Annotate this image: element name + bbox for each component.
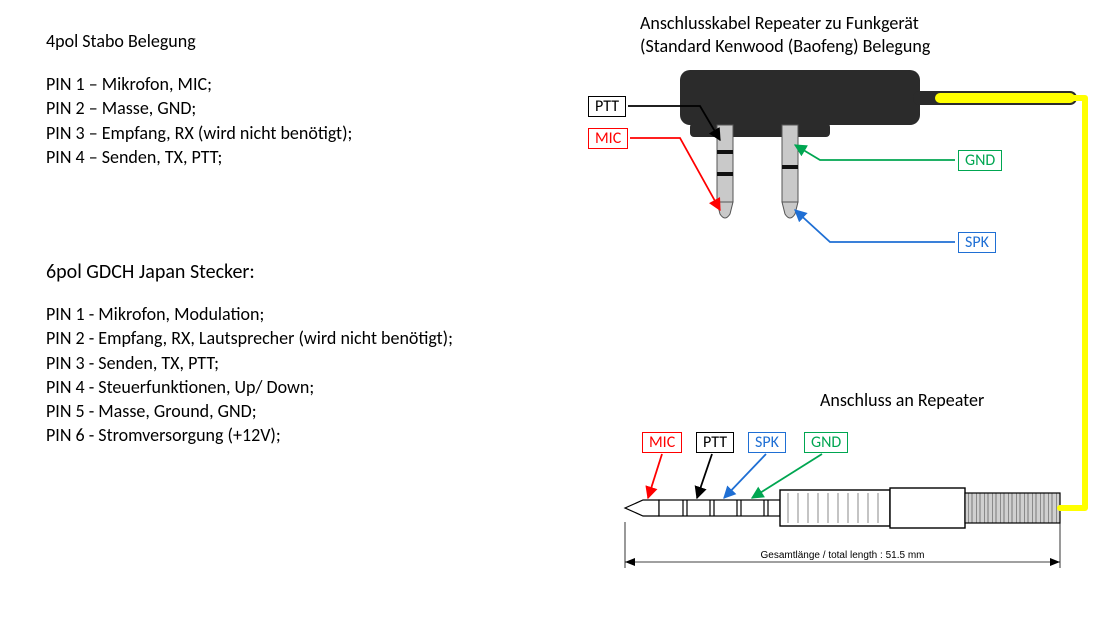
pins-4pol: PIN 1 – Mikrofon, MIC; PIN 2 – Masse, GN…: [46, 72, 352, 169]
title-bottom-diagram: Anschluss an Repeater: [820, 388, 984, 412]
label-gnd-top: GND: [958, 150, 1002, 171]
label-mic-top: MIC: [588, 128, 628, 149]
label-ptt-top: PTT: [588, 96, 626, 117]
label-mic-bot: MIC: [642, 432, 682, 453]
diagram-page: { "colors":{ "mic":"#ff0000", "ptt":"#00…: [0, 0, 1100, 618]
title-6pol: 6pol GDCH Japan Stecker:: [46, 260, 255, 284]
title-4pol: 4pol Stabo Belegung: [46, 30, 196, 52]
label-spk-bot: SPK: [748, 432, 786, 453]
pins-6pol: PIN 1 - Mikrofon, Modulation; PIN 2 - Em…: [46, 302, 453, 448]
label-ptt-bot: PTT: [696, 432, 734, 453]
svg-text:Gesamtlänge / total length :: Gesamtlänge / total length : 51.5 mm: [761, 550, 925, 561]
label-spk-top: SPK: [958, 232, 996, 253]
label-gnd-bot: GND: [804, 432, 848, 453]
title-top-diagram: Anschlusskabel Repeater zu Funkgerät (St…: [640, 12, 930, 57]
